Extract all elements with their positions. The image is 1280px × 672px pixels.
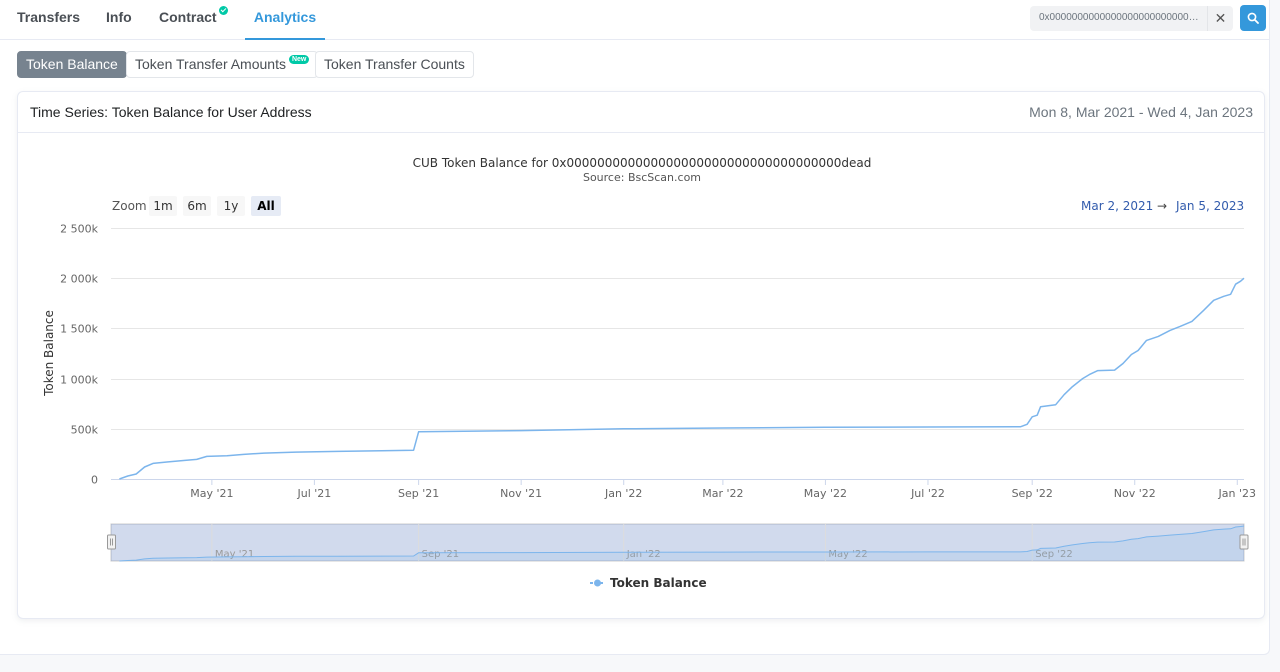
subtab-token-transfer-amounts[interactable]: Token Transfer Amounts New	[126, 51, 319, 78]
y-tick-label: 500k	[71, 424, 99, 437]
zoom-all-label: All	[257, 199, 275, 213]
navigator[interactable]: May '21 Sep '21 Jan '22 May '22 Sep '22	[107, 523, 1249, 562]
zoom-1m-label: 1m	[153, 199, 172, 213]
tab-transfers[interactable]: Transfers	[17, 0, 80, 40]
navigator-left-handle[interactable]	[107, 534, 116, 550]
x-tick-label: Jul '21	[297, 487, 332, 500]
x-tick-label: Jan '22	[604, 487, 642, 500]
zoom-1y-label: 1y	[224, 199, 239, 213]
y-tick-label: 1 500k	[60, 323, 98, 336]
tab-contract[interactable]: Contract	[159, 0, 228, 40]
y-axis-ticks: 0 500k 1 000k 1 500k 2 000k 2 500k	[60, 223, 98, 487]
tab-info[interactable]: Info	[106, 0, 132, 40]
chart-card-header: Time Series: Token Balance for User Addr…	[18, 92, 1264, 133]
subtab-token-transfer-counts[interactable]: Token Transfer Counts	[315, 51, 474, 78]
chart-subtitle: Source: BscScan.com	[583, 171, 701, 184]
zoom-1m-button[interactable]: 1m	[149, 196, 177, 216]
legend-item-token-balance[interactable]: Token Balance	[590, 576, 707, 590]
navigator-label: May '21	[215, 549, 254, 560]
tab-transfers-label: Transfers	[17, 9, 81, 25]
navigator-series	[111, 525, 1245, 562]
grid-lines	[111, 228, 1244, 480]
tab-contract-label: Contract	[159, 9, 217, 25]
navigator-line	[119, 525, 1245, 562]
y-tick-label: 2 500k	[60, 223, 98, 236]
x-tick-label: Sep '22	[1012, 487, 1053, 500]
y-axis-title: Token Balance	[42, 310, 56, 397]
subtab-token-transfer-amounts-label: Token Transfer Amounts	[135, 56, 286, 72]
legend-label: Token Balance	[610, 576, 707, 590]
y-tick-label: 0	[91, 474, 98, 487]
search-icon	[1247, 12, 1259, 24]
x-tick-label: Mar '22	[702, 487, 743, 500]
token-balance-chart: CUB Token Balance for 0x0000000000000000…	[42, 156, 1256, 590]
series-line-token-balance	[119, 277, 1245, 480]
zoom-all-button[interactable]: All	[251, 196, 281, 216]
navigator-label: May '22	[828, 549, 867, 560]
range-from-input[interactable]: Mar 2, 2021	[1081, 199, 1153, 213]
clear-search-button[interactable]: ✕	[1207, 6, 1233, 31]
x-tick-label: Nov '21	[500, 487, 542, 500]
verified-check-icon	[218, 6, 228, 15]
zoom-label: Zoom	[112, 199, 147, 213]
x-tick-label: May '21	[190, 487, 233, 500]
x-tick-label: Nov '22	[1114, 487, 1156, 500]
search-input[interactable]: 0x000000000000000000000000000000000000de…	[1030, 6, 1233, 31]
navigator-label: Sep '21	[422, 549, 460, 560]
subtab-token-balance[interactable]: Token Balance	[17, 51, 127, 78]
legend-marker-icon	[594, 579, 601, 587]
series-line-group	[119, 277, 1245, 480]
x-axis-ticks: May '21 Jul '21 Sep '21 Nov '21 Jan '22 Mar '…	[111, 479, 1256, 500]
navigator-label: Jan '22	[626, 549, 661, 560]
range-to-input[interactable]: Jan 5, 2023	[1175, 199, 1244, 213]
navigator-mask	[111, 524, 1244, 561]
card-title: Time Series: Token Balance for User Addr…	[30, 104, 312, 120]
main-tabs: Transfers Info Contract Analytics 0x0000…	[0, 0, 1270, 40]
x-tick-label: Sep '21	[398, 487, 439, 500]
x-tick-label: May '22	[804, 487, 847, 500]
tab-analytics[interactable]: Analytics	[245, 0, 325, 40]
tab-info-label: Info	[106, 9, 132, 25]
y-tick-label: 1 000k	[60, 374, 98, 387]
close-icon: ✕	[1214, 10, 1227, 26]
tab-analytics-label: Analytics	[253, 9, 317, 25]
new-badge: New	[288, 55, 310, 64]
chart-title: CUB Token Balance for 0x0000000000000000…	[413, 156, 872, 170]
x-tick-label: Jan '23	[1218, 487, 1256, 500]
navigator-grid: May '21 Sep '21 Jan '22 May '22 Sep '22	[211, 524, 1073, 561]
y-tick-label: 2 000k	[60, 273, 98, 286]
search-button[interactable]	[1240, 5, 1266, 31]
navigator-right-handle[interactable]	[1239, 534, 1249, 550]
range-arrow: →	[1157, 199, 1167, 213]
navigator-label: Sep '22	[1035, 549, 1073, 560]
subtab-token-balance-label: Token Balance	[26, 56, 118, 72]
navigator-frame	[110, 523, 1245, 562]
subtab-token-transfer-counts-label: Token Transfer Counts	[324, 56, 465, 72]
page-container: Transfers Info Contract Analytics 0x0000…	[0, 0, 1270, 655]
x-tick-label: Jul '22	[910, 487, 945, 500]
card-date-range: Mon 8, Mar 2021 - Wed 4, Jan 2023	[1029, 104, 1253, 120]
zoom-6m-label: 6m	[187, 199, 206, 213]
zoom-6m-button[interactable]: 6m	[183, 196, 211, 216]
zoom-1y-button[interactable]: 1y	[217, 196, 245, 216]
